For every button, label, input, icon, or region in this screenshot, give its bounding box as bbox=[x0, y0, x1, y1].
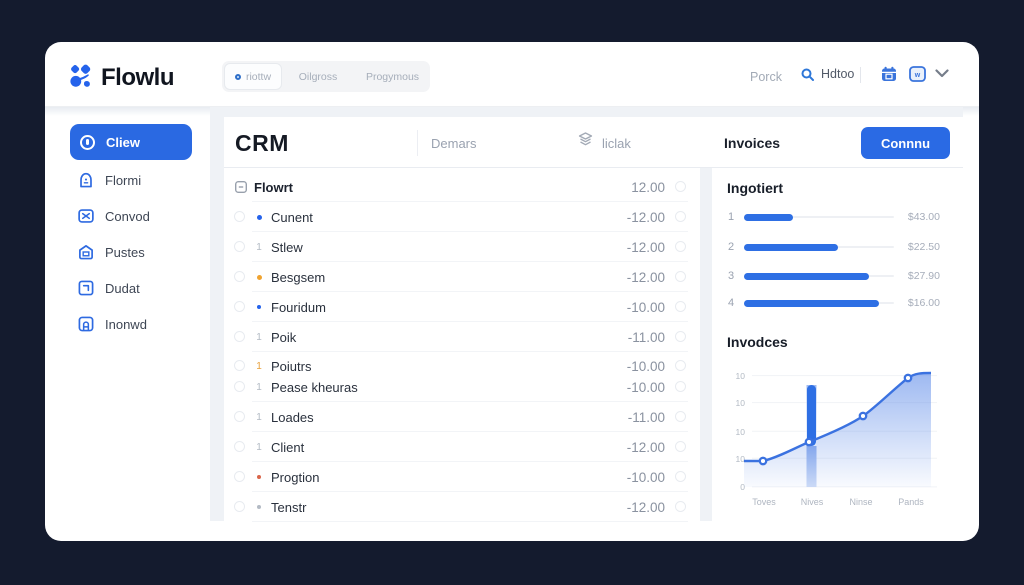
svg-text:10: 10 bbox=[736, 454, 746, 464]
svg-text:Ninse: Ninse bbox=[849, 497, 872, 507]
svg-text:Toves: Toves bbox=[752, 497, 776, 507]
svg-text:10: 10 bbox=[736, 398, 746, 408]
svg-text:10: 10 bbox=[736, 427, 746, 437]
svg-text:w: w bbox=[914, 72, 921, 79]
svg-text:Pands: Pands bbox=[898, 497, 924, 507]
svg-text:10: 10 bbox=[736, 371, 746, 381]
svg-text:Nives: Nives bbox=[801, 497, 824, 507]
svg-text:0: 0 bbox=[740, 482, 745, 492]
